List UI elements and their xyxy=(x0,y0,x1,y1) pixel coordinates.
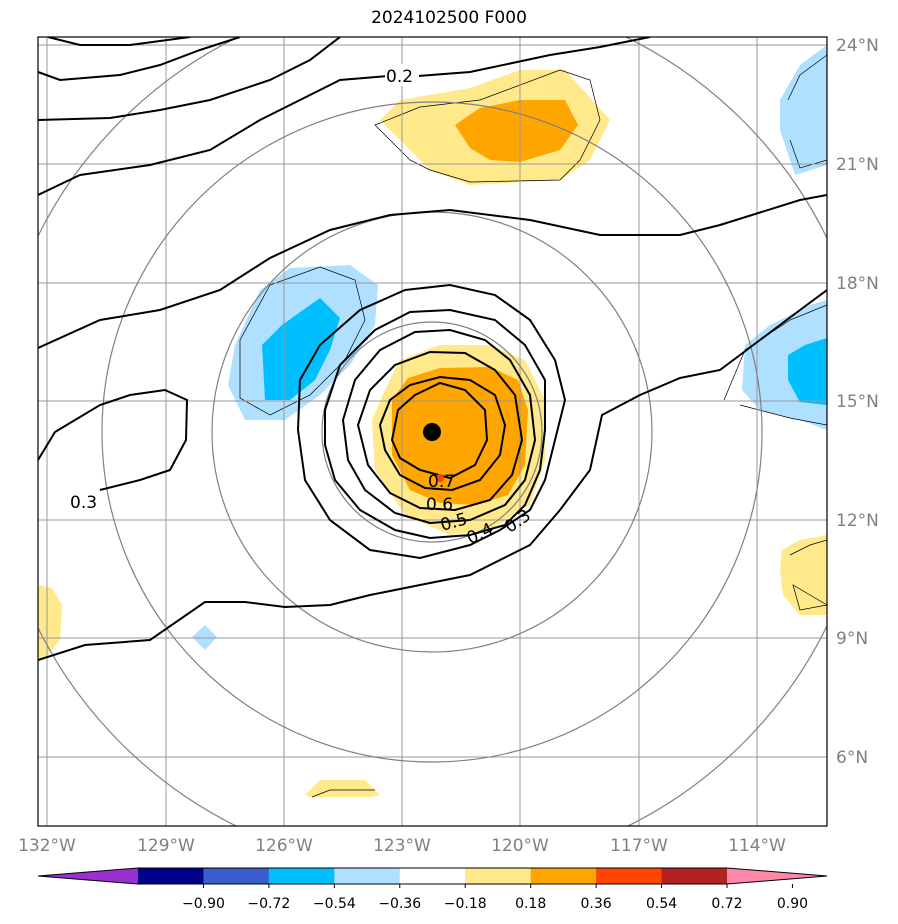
colorbar-segment xyxy=(530,868,597,884)
colorbar-tick-label: 0.18 xyxy=(515,896,546,912)
lat-label-6n: 6°N xyxy=(836,748,868,768)
storm-center-marker xyxy=(423,423,441,441)
colorbar-tick-label: 0.90 xyxy=(777,896,808,912)
colorbar-segment xyxy=(596,868,663,884)
contour-label-bg xyxy=(385,64,419,86)
graticule xyxy=(38,37,827,826)
longitude-labels: 132°W 129°W 126°W 123°W 120°W 117°W 114°… xyxy=(18,836,786,856)
map-frame xyxy=(37,36,828,827)
colorbar-segment xyxy=(399,868,466,884)
colorbar-segment xyxy=(661,868,728,884)
colorbar xyxy=(37,867,828,885)
lon-label-117w: 117°W xyxy=(610,836,668,856)
lat-label-18n: 18°N xyxy=(836,274,879,294)
lon-label-129w: 129°W xyxy=(137,836,195,856)
colorbar-extend-high xyxy=(727,868,827,884)
colorbar-extend-low xyxy=(38,868,138,884)
latitude-labels: 24°N 21°N 18°N 15°N 12°N 9°N 6°N xyxy=(836,36,879,768)
lon-label-132w: 132°W xyxy=(18,836,76,856)
lon-label-120w: 120°W xyxy=(491,836,549,856)
colorbar-tick-label: −0.72 xyxy=(247,896,290,912)
shaded-field xyxy=(38,45,827,798)
lat-label-24n: 24°N xyxy=(836,36,879,56)
colorbar-tick-label: −0.90 xyxy=(182,896,225,912)
colorbar-tick-label: 0.36 xyxy=(581,896,612,912)
colorbar-ticks: −0.90 −0.72 −0.54 −0.36 −0.18 0.18 0.36 0.54 0.7… xyxy=(182,884,808,912)
lon-label-114w: 114°W xyxy=(728,836,786,856)
colorbar-tick-label: 0.72 xyxy=(711,896,742,912)
contour-label-0.3-left: 0.3 xyxy=(70,493,97,513)
lon-label-123w: 123°W xyxy=(373,836,431,856)
contour-label-0.2: 0.2 xyxy=(386,67,413,87)
lat-label-9n: 9°N xyxy=(836,629,868,649)
colorbar-segment xyxy=(203,868,270,884)
colorbar-segment xyxy=(334,868,401,884)
colorbar-tick-label: −0.36 xyxy=(378,896,421,912)
map-title: 2024102500 F000 xyxy=(371,8,527,28)
lat-label-21n: 21°N xyxy=(836,155,879,175)
lon-label-126w: 126°W xyxy=(255,836,313,856)
colorbar-tick-label: 0.54 xyxy=(646,896,677,912)
colorbar-outline xyxy=(37,867,828,885)
colorbar-segment xyxy=(138,868,204,884)
contour-lines xyxy=(38,37,827,661)
colorbar-segment xyxy=(465,868,532,884)
colorbar-tick-label: −0.18 xyxy=(444,896,487,912)
colorbar-tick-label: −0.54 xyxy=(313,896,356,912)
secondary-center-marker xyxy=(436,474,444,482)
lat-label-12n: 12°N xyxy=(836,511,879,531)
contour-label-0.7: 0.7 xyxy=(428,472,455,492)
map-plot-area: 0.2 0.3 0.3 0.4 0.5 0.6 0.7 xyxy=(38,37,827,826)
colorbar-segment xyxy=(268,868,335,884)
lat-label-15n: 15°N xyxy=(836,392,879,412)
contour-label-0.6: 0.6 xyxy=(426,495,453,515)
